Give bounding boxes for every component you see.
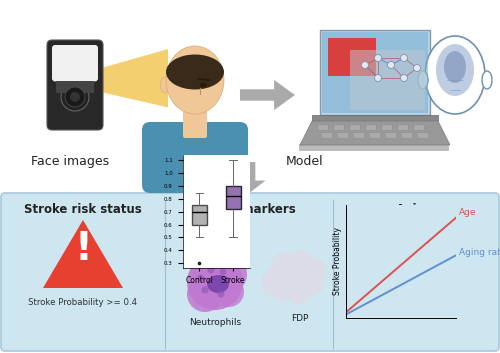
- Circle shape: [291, 263, 325, 297]
- Circle shape: [414, 65, 420, 72]
- FancyBboxPatch shape: [350, 50, 425, 110]
- FancyBboxPatch shape: [320, 30, 430, 115]
- FancyBboxPatch shape: [318, 125, 328, 131]
- Circle shape: [214, 277, 244, 307]
- FancyBboxPatch shape: [398, 125, 408, 131]
- Ellipse shape: [160, 77, 170, 93]
- Polygon shape: [98, 49, 168, 107]
- Circle shape: [268, 256, 312, 300]
- Circle shape: [191, 254, 223, 286]
- FancyBboxPatch shape: [322, 132, 332, 138]
- Circle shape: [187, 276, 223, 312]
- FancyBboxPatch shape: [312, 115, 438, 121]
- Ellipse shape: [166, 46, 224, 114]
- Text: Stroke Probability >= 0.4: Stroke Probability >= 0.4: [28, 298, 138, 307]
- PathPatch shape: [226, 186, 240, 209]
- Circle shape: [198, 275, 204, 281]
- Circle shape: [187, 254, 243, 310]
- Ellipse shape: [436, 44, 474, 96]
- Circle shape: [299, 257, 325, 283]
- PathPatch shape: [192, 205, 207, 225]
- FancyBboxPatch shape: [414, 125, 424, 131]
- FancyBboxPatch shape: [370, 132, 380, 138]
- Ellipse shape: [444, 51, 466, 83]
- Text: !: !: [74, 229, 92, 268]
- Polygon shape: [240, 80, 295, 110]
- FancyBboxPatch shape: [322, 32, 428, 113]
- FancyBboxPatch shape: [299, 144, 449, 151]
- Circle shape: [388, 61, 394, 68]
- Circle shape: [374, 54, 382, 61]
- FancyBboxPatch shape: [418, 132, 428, 138]
- Polygon shape: [300, 121, 450, 145]
- FancyBboxPatch shape: [56, 81, 94, 93]
- Text: Model: Model: [286, 155, 324, 168]
- FancyBboxPatch shape: [183, 106, 207, 138]
- Circle shape: [400, 54, 407, 61]
- Circle shape: [218, 291, 224, 298]
- Circle shape: [362, 61, 368, 68]
- FancyBboxPatch shape: [47, 40, 103, 130]
- Ellipse shape: [425, 36, 485, 114]
- Circle shape: [286, 281, 310, 305]
- Circle shape: [284, 250, 316, 282]
- Text: Aging: Aging: [396, 203, 434, 216]
- Circle shape: [207, 254, 247, 294]
- Circle shape: [261, 268, 291, 298]
- FancyBboxPatch shape: [402, 132, 412, 138]
- Text: Age: Age: [460, 208, 477, 217]
- FancyBboxPatch shape: [142, 122, 248, 193]
- Circle shape: [224, 276, 230, 283]
- Circle shape: [202, 287, 208, 293]
- Polygon shape: [230, 162, 266, 194]
- Circle shape: [65, 87, 85, 107]
- Polygon shape: [43, 220, 123, 288]
- Text: Stroke risk status: Stroke risk status: [24, 203, 142, 216]
- Text: Aging rate: Aging rate: [460, 248, 500, 257]
- FancyBboxPatch shape: [338, 132, 348, 138]
- Text: FDP: FDP: [292, 314, 308, 323]
- Text: Face images: Face images: [31, 155, 109, 168]
- Ellipse shape: [482, 71, 492, 89]
- Circle shape: [400, 74, 407, 82]
- FancyBboxPatch shape: [328, 38, 376, 76]
- FancyBboxPatch shape: [354, 132, 364, 138]
- Circle shape: [70, 92, 80, 102]
- Text: Neutrophils: Neutrophils: [189, 318, 241, 327]
- Y-axis label: Stroke Probability: Stroke Probability: [333, 227, 342, 295]
- Circle shape: [220, 269, 226, 275]
- FancyBboxPatch shape: [1, 193, 499, 351]
- FancyBboxPatch shape: [382, 125, 392, 131]
- Ellipse shape: [207, 275, 229, 293]
- Ellipse shape: [166, 54, 224, 90]
- Circle shape: [374, 74, 382, 82]
- FancyBboxPatch shape: [350, 125, 360, 131]
- Circle shape: [271, 252, 299, 280]
- FancyBboxPatch shape: [366, 125, 376, 131]
- Text: Blood markers: Blood markers: [200, 203, 296, 216]
- FancyBboxPatch shape: [334, 125, 344, 131]
- Ellipse shape: [418, 71, 428, 89]
- Circle shape: [208, 267, 214, 274]
- FancyBboxPatch shape: [386, 132, 396, 138]
- FancyBboxPatch shape: [52, 45, 98, 82]
- Ellipse shape: [200, 83, 206, 88]
- Circle shape: [271, 279, 293, 301]
- Circle shape: [61, 83, 89, 111]
